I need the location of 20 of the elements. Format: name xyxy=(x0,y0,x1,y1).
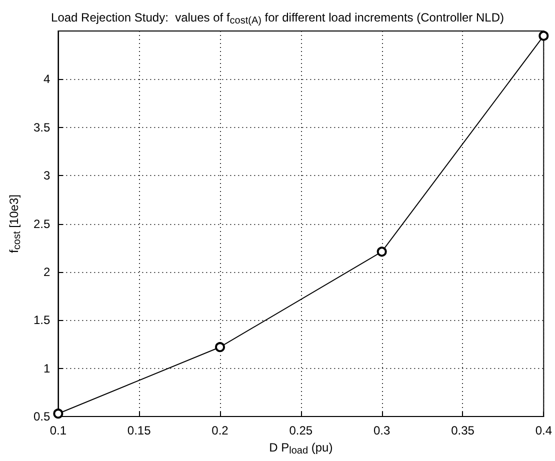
x-tick-label: 0.15 xyxy=(127,424,152,438)
y-tick-label: 1 xyxy=(43,361,50,376)
x-tick-label: 0.1 xyxy=(50,424,67,438)
x-tick-label: 0.2 xyxy=(212,424,229,438)
point xyxy=(538,30,549,41)
point xyxy=(53,408,64,419)
x-tick-label: 0.3 xyxy=(373,424,390,438)
y-tick-label: 0.5 xyxy=(33,410,50,424)
point xyxy=(215,342,226,352)
y-tick-label: 3.5 xyxy=(33,120,50,134)
y-tick-label: 1.5 xyxy=(33,313,50,328)
y-tick-label: 3 xyxy=(43,168,50,183)
point xyxy=(376,246,387,257)
y-tick-label: 2.5 xyxy=(33,216,50,231)
x-tick-label: 0.25 xyxy=(289,424,313,438)
x-tick-label: 0.35 xyxy=(451,424,475,438)
y-tick-label: 4 xyxy=(43,72,50,86)
y-axis-title: fcost [10e3] xyxy=(7,194,24,253)
x-tick-label: 0.4 xyxy=(535,424,552,438)
y-tick-label: 2 xyxy=(43,264,50,279)
